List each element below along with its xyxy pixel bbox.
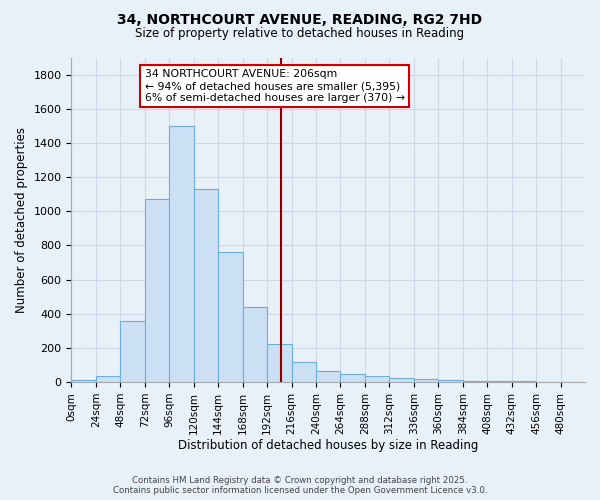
Bar	[121, 320, 145, 382]
Bar	[365, 376, 389, 382]
Text: 34, NORTHCOURT AVENUE, READING, RG2 7HD: 34, NORTHCOURT AVENUE, READING, RG2 7HD	[118, 12, 482, 26]
Bar	[292, 362, 316, 382]
Text: Size of property relative to detached houses in Reading: Size of property relative to detached ho…	[136, 28, 464, 40]
Bar	[316, 371, 340, 382]
Bar	[145, 200, 169, 382]
Bar	[242, 307, 267, 382]
Bar	[340, 374, 365, 382]
Bar	[487, 381, 512, 382]
Y-axis label: Number of detached properties: Number of detached properties	[15, 127, 28, 313]
Bar	[414, 378, 438, 382]
X-axis label: Distribution of detached houses by size in Reading: Distribution of detached houses by size …	[178, 440, 478, 452]
Bar	[267, 344, 292, 382]
Bar	[96, 376, 121, 382]
Bar	[218, 252, 242, 382]
Bar	[463, 381, 487, 382]
Bar	[169, 126, 194, 382]
Text: 34 NORTHCOURT AVENUE: 206sqm
← 94% of detached houses are smaller (5,395)
6% of : 34 NORTHCOURT AVENUE: 206sqm ← 94% of de…	[145, 70, 405, 102]
Bar	[389, 378, 414, 382]
Bar	[71, 380, 96, 382]
Bar	[194, 189, 218, 382]
Bar	[438, 380, 463, 382]
Text: Contains HM Land Registry data © Crown copyright and database right 2025.
Contai: Contains HM Land Registry data © Crown c…	[113, 476, 487, 495]
Bar	[512, 381, 536, 382]
